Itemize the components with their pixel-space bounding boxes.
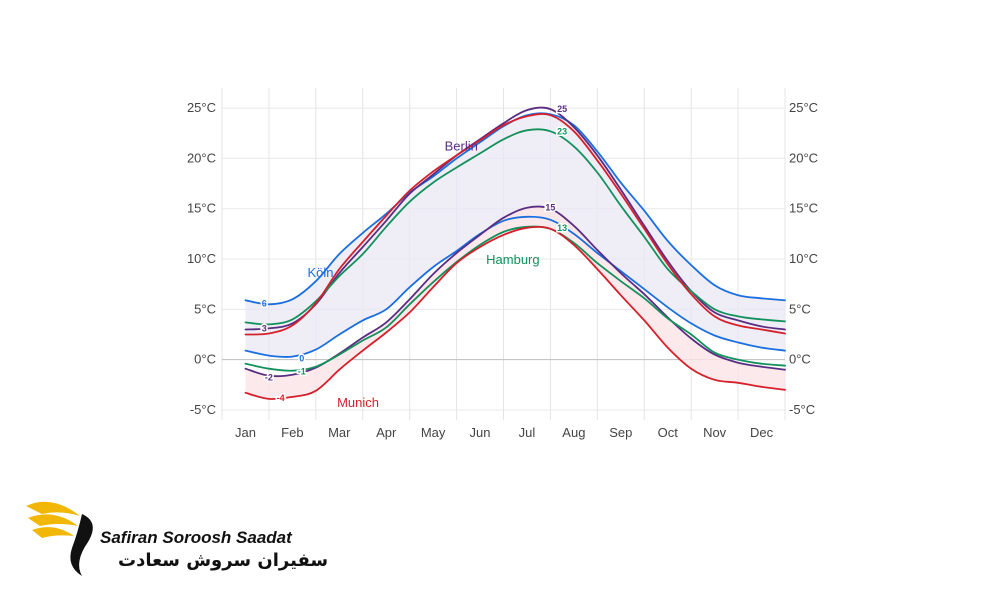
x-tick-label: Mar <box>328 425 351 440</box>
series-line-kln-min <box>244 215 786 358</box>
y-axis-left: 25°C 20°C 15°C 10°C 5°C 0°C -5°C <box>187 100 216 417</box>
y-tick-label-left: 10°C <box>187 251 216 266</box>
value-label: 3 <box>262 323 267 333</box>
y-tick-label-right: 25°C <box>789 100 818 115</box>
city-label-kln: Köln <box>308 265 334 280</box>
series-line-munich-max <box>244 113 786 336</box>
value-label-halo: 6 <box>262 298 267 308</box>
low-temperature-band <box>245 206 785 399</box>
value-label: 23 <box>557 126 567 136</box>
x-tick-label: Dec <box>750 425 774 440</box>
y-tick-label-left: 25°C <box>187 100 216 115</box>
city-label-munich: Munich <box>337 395 379 410</box>
y-tick-label-left: 5°C <box>194 301 216 316</box>
city-labels: Berlin Köln Hamburg Munich <box>308 138 540 410</box>
value-label: 0 <box>299 354 304 364</box>
x-tick-label: Apr <box>376 425 397 440</box>
value-label: 15 <box>545 203 555 213</box>
x-tick-label: May <box>421 425 446 440</box>
x-tick-label: Jun <box>470 425 491 440</box>
y-tick-label-right: 10°C <box>789 251 818 266</box>
x-tick-label: Feb <box>281 425 303 440</box>
x-tick-label: Nov <box>703 425 727 440</box>
y-axis-right: 25°C 20°C 15°C 10°C 5°C 0°C -5°C <box>789 100 818 417</box>
value-label-halo: 13 <box>557 223 567 233</box>
x-tick-label: Sep <box>609 425 632 440</box>
value-label-halo: -4 <box>277 393 285 403</box>
temperature-range-band <box>245 113 785 357</box>
range-bands <box>245 113 785 399</box>
y-tick-label-left: -5°C <box>190 402 216 417</box>
wings-icon <box>26 501 93 576</box>
x-axis: Jan Feb Mar Apr May Jun Jul Aug Sep Oct Nov Dec <box>235 425 774 440</box>
x-tick-label: Jan <box>235 425 256 440</box>
series-line-hamburg-max <box>244 128 786 326</box>
value-label: -2 <box>265 373 273 383</box>
y-tick-label-left: 20°C <box>187 150 216 165</box>
logo-name-fa: سفیران سروش سعادت <box>118 550 329 571</box>
city-label-berlin: Berlin <box>445 138 478 153</box>
value-label-halo: -1 <box>298 367 306 377</box>
value-label-halo: 15 <box>545 203 555 213</box>
y-tick-label-right: 0°C <box>789 352 811 367</box>
value-label: 13 <box>557 223 567 233</box>
value-label: -1 <box>298 367 306 377</box>
y-tick-label-right: -5°C <box>789 402 815 417</box>
brand-logo: Safiran Soroosh Saadat سفیران سروش سعادت <box>22 492 328 582</box>
value-label: 6 <box>262 298 267 308</box>
value-label: 25 <box>557 104 567 114</box>
x-tick-label: Oct <box>658 425 679 440</box>
series-line-hamburg-min <box>244 225 786 372</box>
value-label: -4 <box>277 393 285 403</box>
logo-name: Safiran Soroosh Saadat <box>100 528 292 547</box>
y-tick-label-right: 5°C <box>789 301 811 316</box>
series-lines <box>244 106 786 400</box>
y-tick-label-right: 15°C <box>789 201 818 216</box>
series-line-munich-min <box>244 225 786 400</box>
x-tick-label: Aug <box>562 425 585 440</box>
value-label-halo: 25 <box>557 104 567 114</box>
x-tick-label: Jul <box>519 425 536 440</box>
grid <box>221 88 786 420</box>
y-tick-label-right: 20°C <box>789 150 818 165</box>
value-label-halo: 0 <box>299 354 304 364</box>
y-tick-label-left: 0°C <box>194 352 216 367</box>
value-label-halo: -2 <box>265 373 273 383</box>
value-label-halo: 3 <box>262 323 267 333</box>
city-label-hamburg: Hamburg <box>486 252 539 267</box>
value-label-halo: 23 <box>557 126 567 136</box>
y-tick-label-left: 15°C <box>187 201 216 216</box>
